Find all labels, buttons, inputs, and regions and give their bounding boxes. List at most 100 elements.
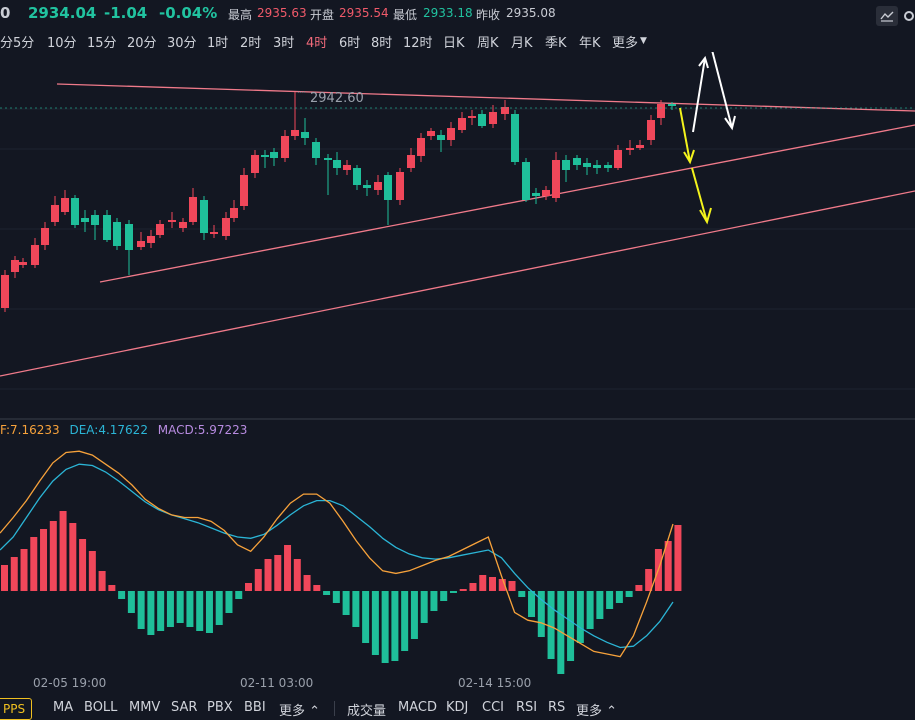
yellow-arrowhead (683, 149, 695, 165)
timeframe-tab-18[interactable]: 更多 (612, 36, 639, 51)
trendline (0, 190, 915, 377)
pps-indicator-button[interactable]: PPS (0, 698, 33, 720)
timeframe-tab-16[interactable]: 季K (545, 36, 567, 51)
macd-bar (254, 569, 262, 591)
candle-body (31, 245, 39, 265)
macd-bar (352, 591, 360, 627)
macd-bar (59, 511, 67, 591)
indicator-sar[interactable]: SAR (171, 700, 198, 715)
indicator-rsi[interactable]: RSI (516, 700, 538, 715)
indicator-rs[interactable]: RS (548, 700, 566, 715)
timeframe-tab-4[interactable]: 20分 (127, 36, 157, 51)
macd-bar (98, 571, 106, 591)
timeframe-tab-8[interactable]: 3时 (273, 36, 295, 51)
timeframe-tab-0[interactable]: 分 (0, 36, 14, 51)
macd-bar (186, 591, 194, 627)
open-label: 开盘 (310, 8, 335, 22)
timeframe-tab-3[interactable]: 15分 (87, 36, 117, 51)
candle-body (103, 215, 111, 240)
macd-bar (245, 583, 252, 591)
candle-body (200, 200, 208, 233)
gear-icon[interactable] (902, 9, 915, 23)
sub-indicator-more-button[interactable]: 更多 ⌃ (576, 700, 617, 719)
timeframe-tab-15[interactable]: 月K (511, 36, 533, 51)
timeframe-tab-5[interactable]: 30分 (167, 36, 197, 51)
candle-body (91, 215, 99, 225)
timeframe-tab-1[interactable]: 5分 (13, 36, 35, 51)
prev-close-label: 昨收 (476, 8, 501, 22)
indicator-macd[interactable]: MACD (398, 700, 437, 715)
candle-body (240, 175, 248, 206)
candle-body (647, 120, 655, 140)
macd-bar (147, 591, 155, 635)
dif-line (0, 450, 674, 658)
timeframe-tab-14[interactable]: 周K (477, 36, 499, 51)
timeframe-tab-12[interactable]: 12时 (403, 36, 433, 51)
caret-down-icon: ▼ (640, 36, 647, 46)
indicator-cci[interactable]: CCI (482, 700, 504, 715)
quote-header: 0 2934.04 -1.04 -0.04% 最高 2935.63 开盘 293… (0, 0, 915, 30)
macd-bar (196, 591, 204, 631)
indicator-volume[interactable]: 成交量 (347, 704, 387, 719)
macd-bar (137, 591, 145, 629)
candle-body (71, 198, 79, 225)
candle-body (270, 152, 278, 158)
yellow-arrow-shaft (679, 107, 691, 163)
open-value: 2935.54 (339, 6, 389, 20)
candle-body (363, 185, 371, 188)
candle-body (210, 232, 218, 234)
candle-body (189, 197, 197, 222)
macd-bar (440, 591, 448, 601)
macd-bar (176, 591, 184, 623)
candlestick-chart[interactable]: 2942.60 (0, 52, 915, 674)
macd-bar (547, 591, 555, 659)
timeframe-tab-17[interactable]: 年K (579, 36, 601, 51)
indicator-kdj[interactable]: KDJ (446, 700, 469, 715)
candle-body (489, 112, 497, 124)
candle-body (179, 222, 187, 228)
macd-bar (127, 591, 135, 613)
trendline (56, 83, 915, 112)
macd-value: MACD:5.97223 (157, 423, 248, 437)
macd-bar (49, 521, 57, 591)
timeframe-tab-2[interactable]: 10分 (47, 36, 77, 51)
macd-bar (615, 591, 623, 603)
candle-body (573, 158, 581, 165)
candle-body (614, 150, 622, 168)
timeframe-tab-13[interactable]: 日K (443, 36, 465, 51)
timeframe-tab-6[interactable]: 1时 (207, 36, 229, 51)
timeframe-tab-7[interactable]: 2时 (240, 36, 262, 51)
candle-body (542, 190, 550, 196)
macd-bar (391, 591, 399, 661)
white-arrow-up-shaft (692, 57, 706, 133)
main-indicator-more-button[interactable]: 更多 ⌃ (279, 700, 320, 719)
timeframe-tab-11[interactable]: 8时 (371, 36, 393, 51)
candle-body (583, 163, 591, 167)
candle-body (447, 128, 455, 140)
candle-body (281, 136, 289, 158)
macd-bar (664, 541, 672, 591)
indicator-pbx[interactable]: PBX (207, 700, 233, 715)
indicator-settings-button[interactable] (876, 6, 898, 26)
macd-bar (381, 591, 389, 663)
macd-legend: F:7.16233 DEA:4.17622 MACD:5.97223 (0, 423, 247, 437)
indicator-bbi[interactable]: BBI (244, 700, 266, 715)
macd-bar (293, 559, 301, 591)
macd-bar (118, 591, 126, 599)
indicator-mmv[interactable]: MMV (129, 700, 161, 715)
timeframe-tab-10[interactable]: 6时 (339, 36, 361, 51)
macd-bar (79, 539, 87, 591)
dea-value: DEA:4.17622 (69, 423, 148, 437)
macd-bar (1, 565, 8, 591)
macd-bar (449, 591, 457, 593)
candle-body (478, 114, 486, 126)
candle-body (11, 260, 19, 272)
indicator-boll[interactable]: BOLL (84, 700, 118, 715)
macd-bar (586, 591, 594, 629)
macd-bar (157, 591, 165, 631)
timeframe-tab-9[interactable]: 4时 (306, 36, 328, 51)
candle-body (1, 275, 9, 308)
macd-bar (498, 579, 506, 591)
indicator-ma[interactable]: MA (53, 700, 74, 715)
macd-bar (205, 591, 213, 633)
